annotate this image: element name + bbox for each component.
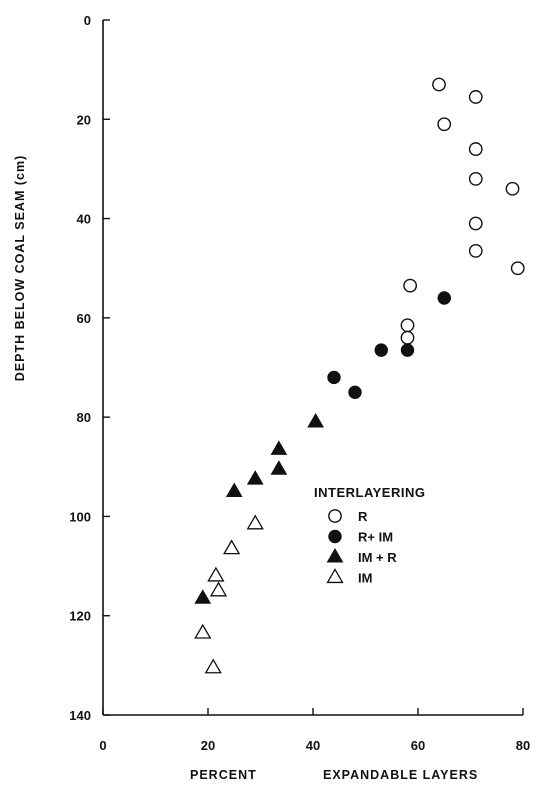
y-tick-label: 20 — [77, 112, 91, 127]
data-point — [270, 440, 288, 455]
legend-label: IM — [358, 571, 372, 586]
y-axis-title: DEPTH BELOW COAL SEAM (cm) — [13, 155, 27, 381]
data-point — [403, 278, 418, 293]
data-point — [207, 566, 225, 582]
x-tick-label: 40 — [306, 738, 320, 753]
y-tick-label: 100 — [69, 509, 91, 524]
legend: INTERLAYERING R R+ IM IM + R IM — [314, 485, 425, 586]
x-tick-label: 80 — [516, 738, 530, 753]
x-tick-label: 20 — [201, 738, 215, 753]
data-point — [225, 482, 243, 498]
data-point — [400, 343, 415, 357]
legend-label: R+ IM — [358, 530, 393, 545]
legend-title: INTERLAYERING — [314, 485, 425, 500]
data-point — [348, 385, 362, 400]
data-point — [307, 413, 324, 428]
data-point — [222, 539, 241, 555]
x-axis-title-left: PERCENT — [190, 768, 257, 782]
legend-label: R — [358, 509, 368, 524]
data-point — [437, 117, 452, 132]
data-point — [194, 589, 212, 604]
legend-marker — [326, 568, 344, 584]
data-point — [468, 243, 483, 258]
y-tick-label: 0 — [84, 13, 91, 28]
data-point — [246, 514, 264, 530]
data-point — [194, 623, 212, 639]
y-tick-label: 120 — [69, 609, 91, 624]
legend-label: IM + R — [358, 550, 397, 565]
data-point — [209, 581, 228, 597]
legend-marker — [328, 529, 342, 544]
data-point — [246, 470, 264, 485]
x-tick-label: 0 — [99, 738, 106, 753]
data-point — [468, 171, 483, 186]
data-points — [194, 77, 525, 674]
tick-labels: 0 20 40 60 80 100 120 140 0 20 40 60 80 — [69, 13, 530, 753]
legend-marker — [328, 509, 342, 523]
data-point — [327, 370, 341, 385]
legend-marker — [326, 547, 344, 563]
data-point — [468, 216, 483, 231]
data-point — [400, 330, 415, 345]
axes — [102, 19, 524, 716]
y-tick-label: 60 — [77, 311, 91, 326]
data-point — [505, 181, 520, 196]
data-point — [468, 142, 483, 156]
data-point — [432, 77, 446, 92]
data-point — [468, 90, 483, 104]
data-point — [510, 261, 525, 276]
data-point — [270, 460, 288, 475]
x-tick-label: 60 — [411, 738, 425, 753]
x-axis-title-right: EXPANDABLE LAYERS — [323, 768, 478, 782]
y-tick-label: 40 — [77, 212, 91, 227]
data-point — [374, 343, 388, 357]
y-tick-label: 80 — [77, 410, 91, 425]
data-point — [400, 318, 415, 333]
data-point — [204, 658, 222, 674]
data-point — [437, 291, 451, 305]
y-tick-label: 140 — [69, 708, 91, 723]
